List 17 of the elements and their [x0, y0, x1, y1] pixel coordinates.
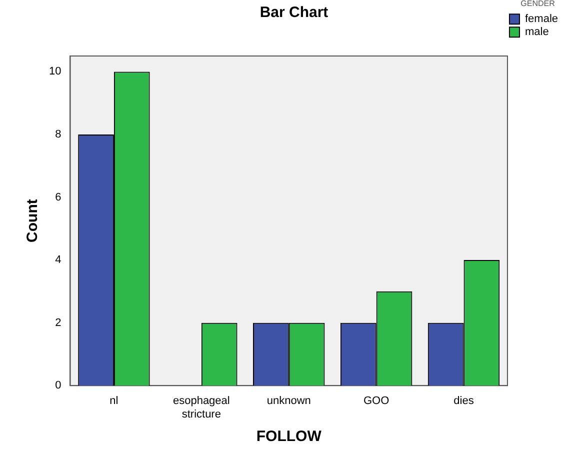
- x-tick-label: dies: [454, 395, 474, 408]
- y-tick-label: 10: [48, 66, 62, 78]
- legend-label: male: [524, 26, 549, 38]
- y-tick-label: 0: [55, 380, 62, 392]
- chart-title: Bar Chart: [260, 4, 328, 22]
- y-tick-label: 8: [55, 128, 62, 141]
- y-axis-title: Count: [24, 199, 42, 242]
- y-tick-label: 6: [55, 191, 62, 204]
- legend-title: GENDER: [520, 0, 556, 8]
- x-axis-title: FOLLOW: [256, 428, 322, 446]
- y-tick-label: 2: [55, 316, 62, 329]
- x-tick-label: GOO: [363, 395, 390, 408]
- y-tick-label: 4: [55, 254, 62, 266]
- x-tick-label: unknown: [266, 395, 311, 408]
- x-tick-label: esophageal stricture: [172, 395, 230, 420]
- legend-label: female: [524, 13, 558, 26]
- x-tick-label: nl: [110, 395, 118, 408]
